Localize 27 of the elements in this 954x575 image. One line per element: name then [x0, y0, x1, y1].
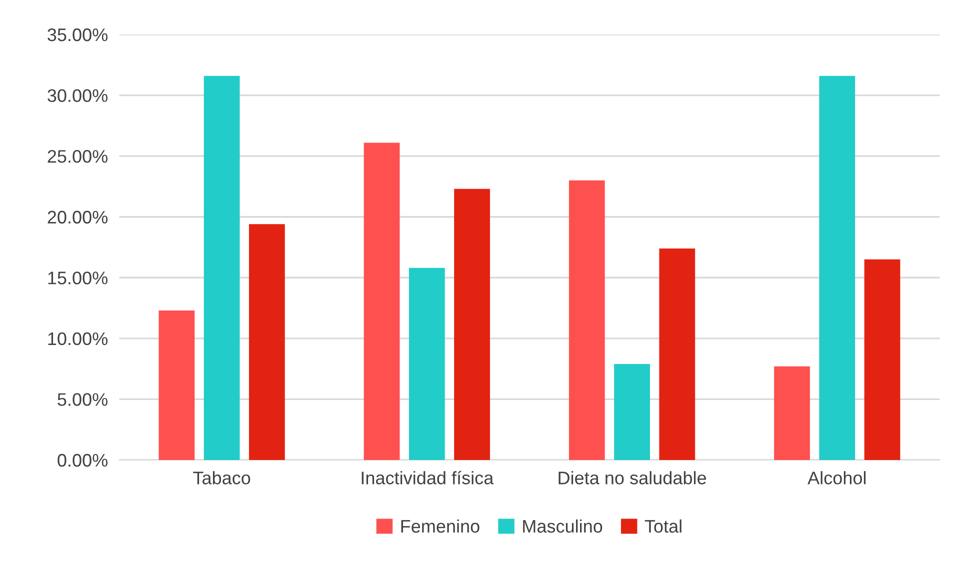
bar	[408, 268, 445, 460]
bar	[204, 76, 240, 460]
x-tick-label: Dieta no saludable	[558, 471, 706, 484]
y-tick-label: 35.00%	[48, 28, 108, 42]
bar	[248, 224, 285, 460]
x-tick-label: Inactividad física	[362, 470, 494, 484]
legend-label: Masculino	[523, 519, 602, 533]
y-tick-label: 15.00%	[48, 272, 108, 284]
bar	[659, 248, 696, 460]
bar	[568, 180, 605, 460]
y-tick-label: 0.00%	[58, 454, 108, 467]
legend-label: Femenino	[401, 519, 480, 533]
bar	[364, 142, 400, 460]
y-tick-label: 30.00%	[48, 89, 108, 102]
y-tick-label: 25.00%	[48, 150, 108, 163]
bar	[774, 366, 810, 460]
bar	[614, 364, 650, 460]
y-tick-label: 5.00%	[58, 393, 108, 406]
bar	[864, 259, 900, 460]
bar	[454, 188, 490, 460]
x-tick-label: Alcohol	[808, 471, 866, 484]
y-tick-label: 20.00%	[48, 210, 108, 224]
bar	[158, 310, 195, 460]
x-tick-label: Tabaco	[193, 471, 250, 484]
y-tick-label: 10.00%	[48, 332, 108, 346]
legend-label: Total	[644, 519, 682, 533]
bar	[819, 76, 856, 460]
